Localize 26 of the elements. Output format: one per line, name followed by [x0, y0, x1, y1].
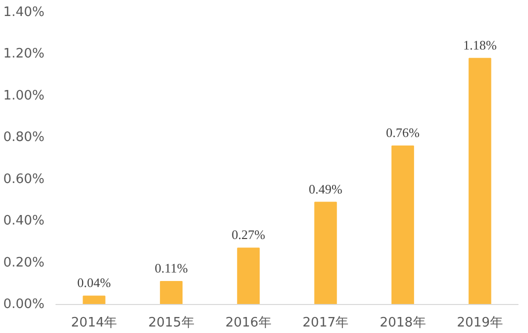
y-tick-label: 0.80%	[3, 130, 45, 146]
y-tick-label: 0.60%	[3, 172, 45, 187]
data-label: 1.18%	[463, 37, 497, 52]
x-tick-label: 2016年	[225, 316, 272, 330]
y-tick-label: 1.40%	[3, 5, 45, 20]
data-label: 0.49%	[308, 181, 343, 196]
x-tick-label: 2014年	[71, 316, 118, 330]
data-label: 0.76%	[386, 124, 420, 140]
data-label: 0.11%	[154, 260, 188, 276]
x-tick-label: 2019年	[456, 316, 503, 330]
y-tick-label: 1.20%	[3, 46, 45, 62]
bar	[468, 58, 492, 304]
x-tick-label: 2015年	[148, 316, 194, 330]
y-tick-label: 0.00%	[3, 297, 45, 312]
x-tick-label: 2017年	[302, 316, 349, 330]
x-tick-label: 2018年	[380, 316, 426, 330]
data-label: 0.27%	[232, 227, 266, 242]
y-tick-label: 1.00%	[3, 88, 45, 104]
bar	[82, 296, 106, 304]
bar	[160, 281, 183, 304]
bar	[391, 145, 414, 304]
y-tick-label: 0.40%	[3, 214, 45, 229]
bar	[314, 202, 337, 304]
data-label: 0.04%	[77, 275, 112, 290]
bar	[237, 248, 260, 304]
y-tick-label: 0.20%	[3, 255, 45, 270]
